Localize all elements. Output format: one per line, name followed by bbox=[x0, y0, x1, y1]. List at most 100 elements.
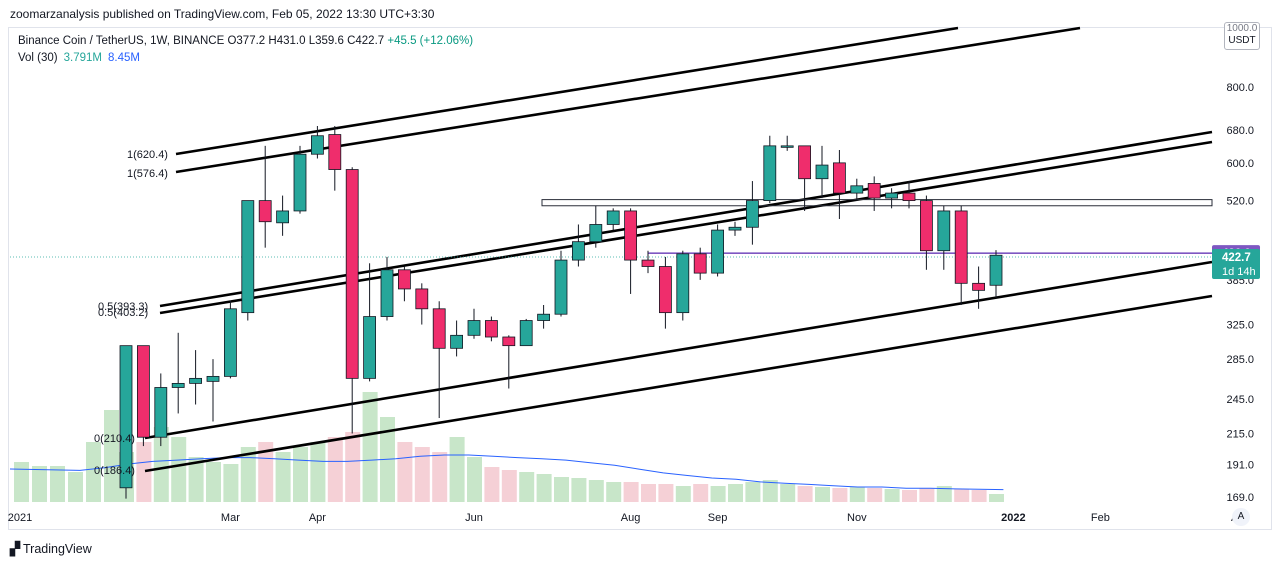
resistance-zone bbox=[541, 199, 1213, 207]
price-badges: 426.0422.71d 14h bbox=[1212, 245, 1260, 279]
price-tick-label: 325.0 bbox=[1226, 320, 1254, 332]
channel-trendline bbox=[175, 26, 1081, 174]
candle-body bbox=[885, 192, 898, 199]
volume-bar bbox=[641, 484, 656, 502]
candle-body bbox=[206, 375, 220, 382]
candle-body bbox=[572, 241, 585, 261]
volume-ma-line bbox=[9, 454, 1004, 491]
time-tick-label: Sep bbox=[708, 512, 728, 524]
candle-body bbox=[328, 134, 342, 170]
volume-bar bbox=[797, 486, 813, 502]
volume-bar bbox=[815, 487, 830, 502]
brand-name: TradingView bbox=[23, 542, 92, 556]
volume-bar bbox=[188, 457, 204, 502]
fib-label: 0(210.4) bbox=[94, 433, 135, 445]
volume-bar bbox=[693, 484, 709, 502]
candle-body bbox=[310, 135, 324, 155]
volume-bar bbox=[414, 447, 430, 502]
candle-body bbox=[606, 210, 620, 225]
candle-body bbox=[833, 162, 846, 194]
price-tick-label: 600.0 bbox=[1226, 158, 1254, 170]
price-tick-label: 215.0 bbox=[1226, 429, 1254, 441]
volume-bar bbox=[501, 470, 517, 502]
volume-bar bbox=[258, 442, 274, 502]
volume-bar bbox=[728, 484, 743, 502]
candles-layer bbox=[119, 126, 1003, 499]
time-tick-label: Feb bbox=[1091, 512, 1110, 524]
candle-body bbox=[554, 259, 568, 315]
ohlc-change: +45.5 (+12.06%) bbox=[387, 35, 474, 47]
time-tick-label: 2022 bbox=[1001, 512, 1025, 524]
candle-body bbox=[397, 269, 411, 290]
candle-body bbox=[223, 308, 237, 377]
tradingview-logo[interactable]: ▞ TradingView bbox=[10, 541, 92, 557]
symbol-name: Binance Coin / TetherUS, 1W, BINANCE bbox=[18, 35, 225, 47]
symbol-legend[interactable]: Binance Coin / TetherUS, 1W, BINANCE O37… bbox=[18, 35, 473, 47]
candle-body bbox=[171, 382, 185, 388]
candle-body bbox=[780, 145, 794, 148]
price-tick-label: 800.0 bbox=[1226, 82, 1254, 94]
volume-bar bbox=[849, 487, 865, 502]
chart-frame[interactable] bbox=[8, 27, 1272, 530]
candle-body bbox=[345, 169, 359, 379]
volume-bar bbox=[432, 452, 448, 502]
volume-bar bbox=[954, 489, 970, 502]
auto-scale-button[interactable]: A bbox=[1232, 508, 1250, 526]
volume-bar bbox=[710, 486, 726, 502]
candle-body bbox=[119, 345, 133, 489]
fib-label: 1(620.4) bbox=[127, 149, 168, 161]
volume-bar bbox=[780, 484, 796, 502]
volume-bar bbox=[136, 442, 152, 502]
candle-body bbox=[798, 145, 811, 180]
time-tick-label: Apr bbox=[309, 512, 326, 524]
candle-body bbox=[763, 145, 777, 202]
candle-body bbox=[519, 320, 533, 347]
volume-bar bbox=[536, 474, 552, 502]
horizontal-zone-layer bbox=[541, 199, 1213, 207]
channel-trendline bbox=[144, 294, 1213, 473]
currency-unit-box[interactable]: 1000.0 USDT bbox=[1224, 22, 1260, 50]
volume-bar bbox=[884, 489, 900, 502]
candle-body bbox=[537, 313, 550, 321]
volume-bar bbox=[275, 452, 291, 502]
candle-body bbox=[258, 200, 272, 223]
candle-body bbox=[902, 192, 916, 202]
unit-label: USDT bbox=[1228, 35, 1256, 46]
candle-body bbox=[920, 200, 933, 252]
candle-body bbox=[711, 229, 724, 274]
volume-bar bbox=[484, 467, 500, 502]
channel-trendline bbox=[159, 140, 1213, 315]
volume-bar bbox=[623, 482, 639, 502]
volume-ma-value: 8.45M bbox=[108, 52, 140, 64]
volume-bar bbox=[554, 477, 569, 502]
price-tick-label: 245.0 bbox=[1226, 394, 1254, 406]
unit-top-value: 1000.0 bbox=[1226, 23, 1258, 34]
volume-ma-layer bbox=[9, 454, 1004, 491]
candle-body bbox=[659, 266, 672, 314]
fib-label: 0.5(393.3) bbox=[98, 301, 148, 313]
candle-body bbox=[624, 210, 637, 261]
candle-body bbox=[363, 316, 377, 379]
level-layer bbox=[10, 252, 1212, 258]
volume-bar bbox=[936, 486, 952, 502]
published-caption: zoomarzanalysis published on TradingView… bbox=[10, 7, 435, 21]
volume-bar bbox=[675, 486, 691, 502]
candle-body bbox=[380, 269, 394, 317]
volume-bar bbox=[68, 472, 83, 502]
tradingview-icon: ▞ bbox=[10, 541, 20, 556]
fib-label-layer: 1(620.4) 1(576.4) 0.5(393.3)0.5(403.2) 0(21… bbox=[94, 149, 168, 477]
volume-bar bbox=[293, 447, 308, 502]
ohlc-low: L359.6 bbox=[308, 35, 344, 47]
volume-bar bbox=[832, 488, 848, 502]
volume-bar bbox=[345, 432, 361, 502]
candle-body bbox=[728, 226, 742, 231]
volume-label: Vol (30) bbox=[18, 52, 58, 64]
volume-bar bbox=[223, 464, 239, 502]
volume-legend[interactable]: Vol (30) 3.791M 8.45M bbox=[18, 52, 140, 64]
ohlc-high: H431.0 bbox=[268, 35, 306, 47]
time-tick-label: Aug bbox=[621, 512, 641, 524]
candle-body bbox=[676, 253, 690, 314]
candle-body bbox=[432, 308, 446, 349]
last-price-badge bbox=[1212, 249, 1260, 279]
